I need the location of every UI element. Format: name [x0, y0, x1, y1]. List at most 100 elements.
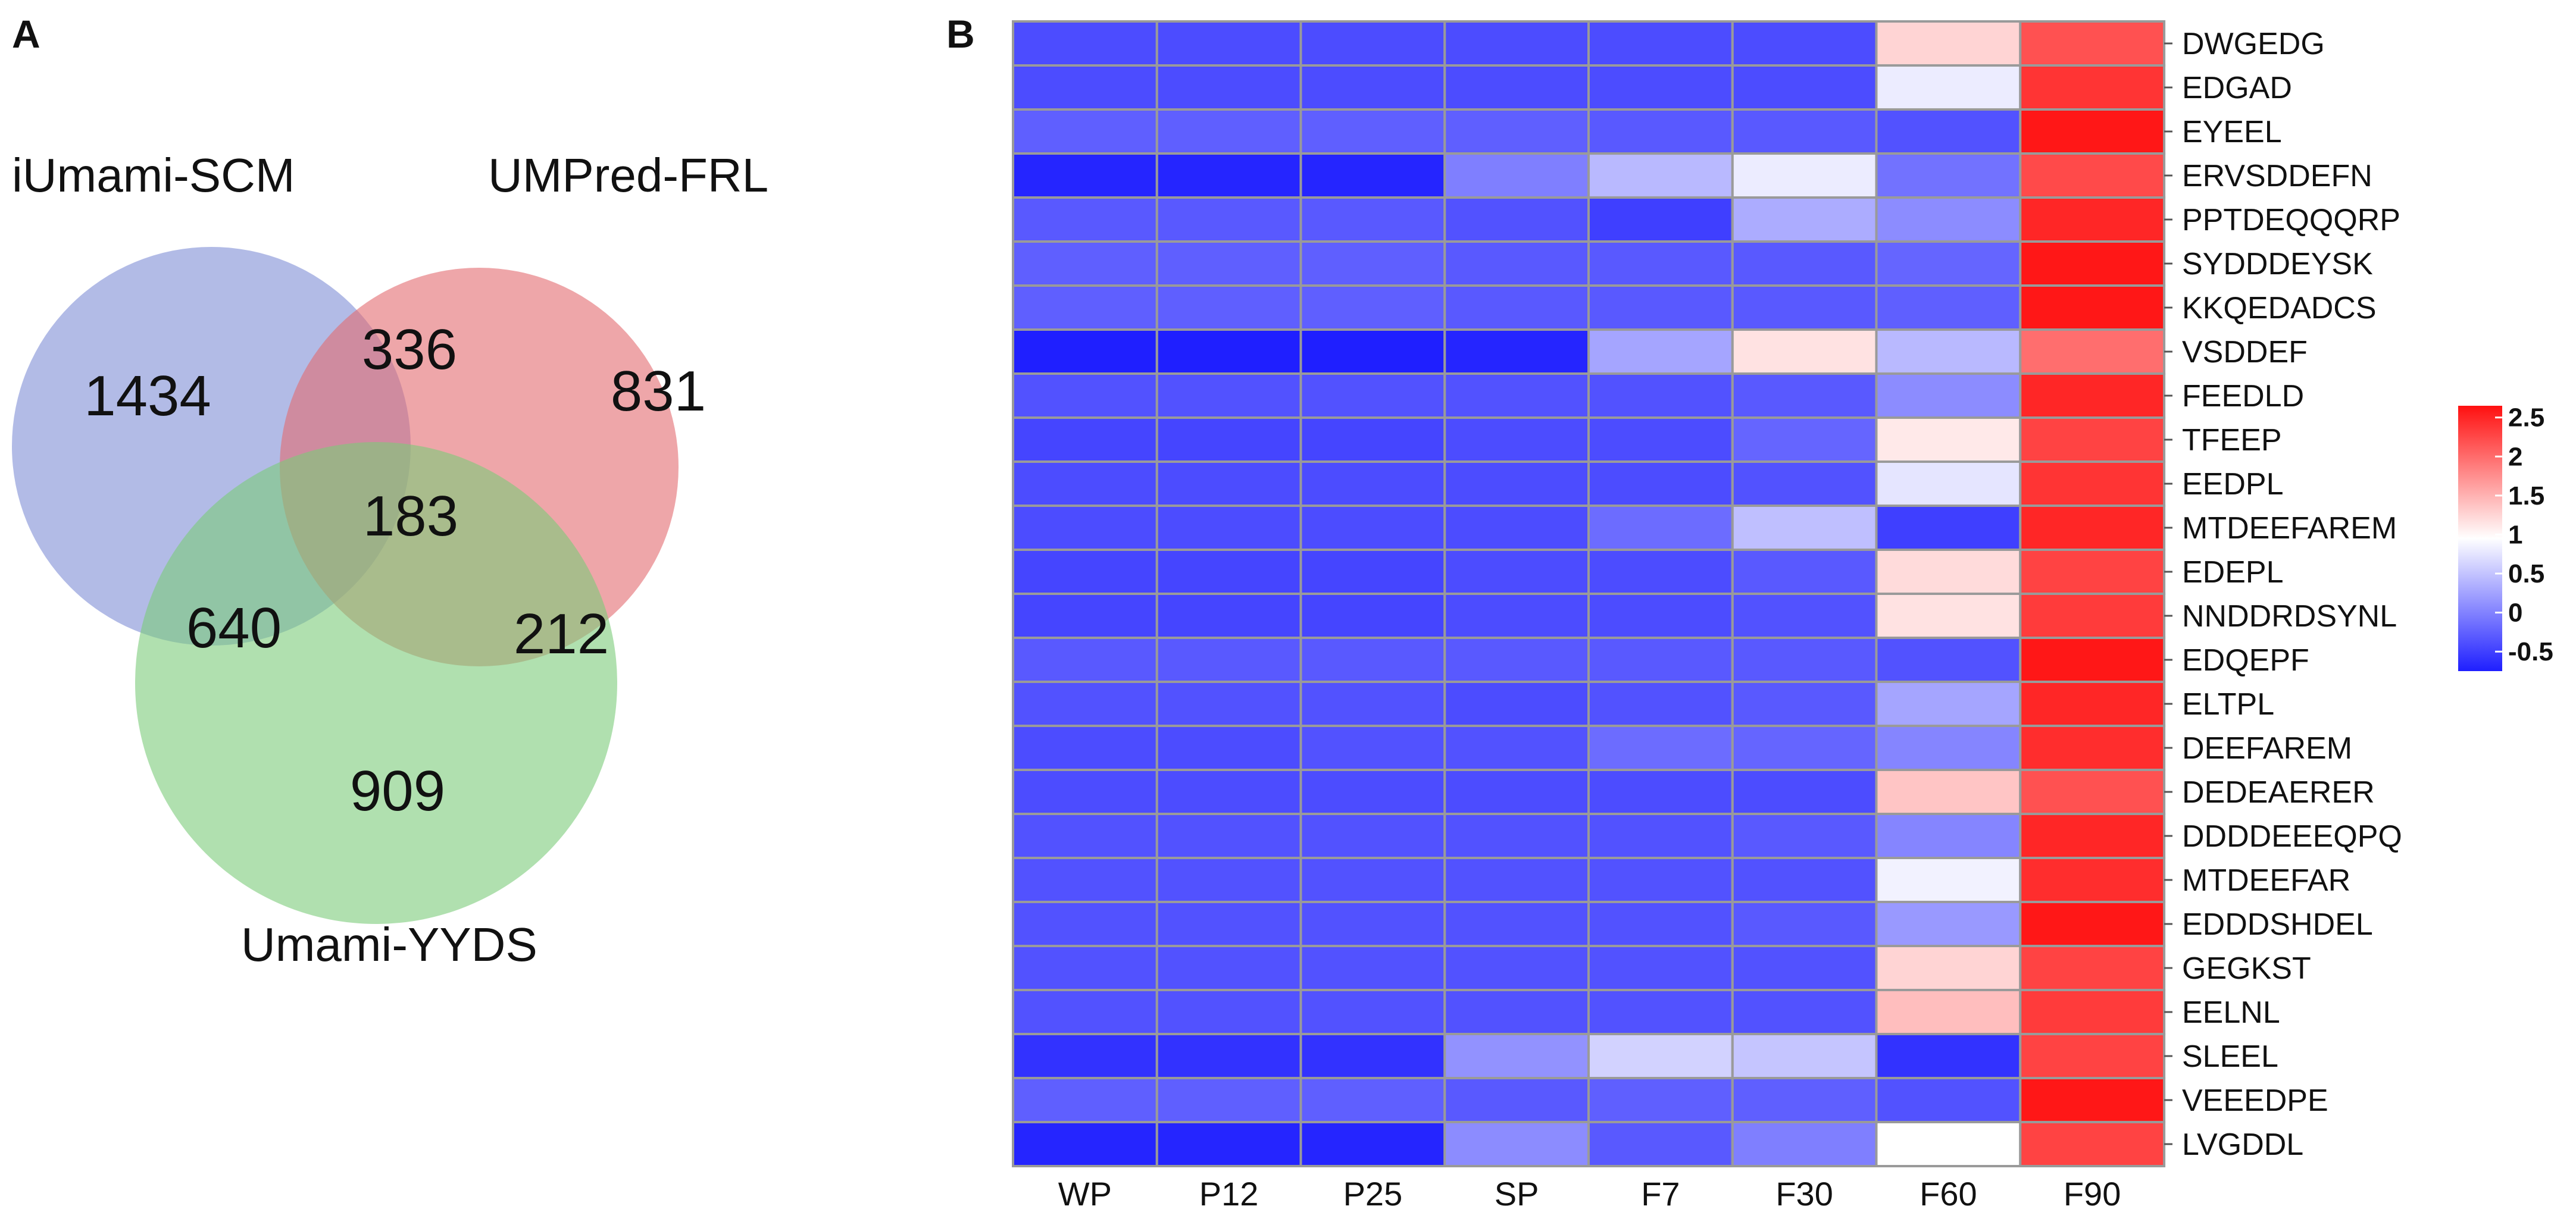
heatmap-cell [1731, 901, 1878, 947]
column-label: F60 [1920, 1175, 1977, 1213]
heatmap-cell [1731, 989, 1878, 1035]
heatmap-cell [2019, 460, 2166, 507]
row-label: EDGAD [2182, 71, 2292, 105]
heatmap-cell [1731, 64, 1878, 111]
heatmap-cell [1155, 813, 1302, 859]
heatmap-cell [1875, 813, 2022, 859]
heatmap-cell [1875, 416, 2022, 463]
heatmap-cell [1587, 1033, 1734, 1079]
heatmap-cell [1731, 549, 1878, 595]
row-label: EELNL [2182, 995, 2280, 1030]
legend-color-bar [2458, 406, 2502, 671]
heatmap-cell [1012, 593, 1158, 639]
heatmap-cell [1299, 681, 1446, 727]
row-label: DWGEDG [2182, 27, 2325, 61]
heatmap-cell [1012, 460, 1158, 507]
legend-tick-label: 2 [2508, 442, 2522, 471]
heatmap-cell [1299, 416, 1446, 463]
heatmap-cell [1731, 328, 1878, 375]
heatmap-cell [1731, 725, 1878, 771]
heatmap-cell [1155, 1121, 1302, 1167]
heatmap-cell [1155, 416, 1302, 463]
heatmap-cell [1155, 108, 1302, 155]
heatmap-cell [1443, 328, 1590, 375]
heatmap-cell [1587, 240, 1734, 287]
heatmap-cell [2019, 196, 2166, 243]
heatmap-cell [1875, 20, 2022, 67]
legend-tick-label: -0.5 [2508, 637, 2553, 666]
heatmap-cell [1875, 725, 2022, 771]
heatmap-cell [1155, 593, 1302, 639]
heatmap-cell [1012, 945, 1158, 991]
heatmap-cell [1443, 416, 1590, 463]
heatmap-cell [1443, 240, 1590, 287]
heatmap-cell [1299, 857, 1446, 903]
heatmap-cell [1155, 152, 1302, 199]
heatmap-cell [1875, 593, 2022, 639]
heatmap-cell [1731, 681, 1878, 727]
heatmap-cell [1587, 284, 1734, 331]
heatmap-cell [2019, 681, 2166, 727]
heatmap-cell [1731, 416, 1878, 463]
heatmap-cell [1155, 857, 1302, 903]
heatmap-cell [1012, 1033, 1158, 1079]
row-label: EDDDSHDEL [2182, 907, 2373, 942]
heatmap-cell [1012, 549, 1158, 595]
heatmap-cell [1731, 152, 1878, 199]
heatmap-cell [1299, 240, 1446, 287]
heatmap-cell [2019, 64, 2166, 111]
heatmap-cell [1443, 725, 1590, 771]
heatmap-cell [1587, 901, 1734, 947]
row-label: VEEEDPE [2182, 1083, 2328, 1118]
venn-circle-umami-yyds [135, 442, 617, 924]
heatmap-cell [1155, 505, 1302, 551]
heatmap-cell [2019, 416, 2166, 463]
heatmap-cell [1587, 813, 1734, 859]
heatmap-cell [2019, 1121, 2166, 1167]
legend-tick-label: 0 [2508, 599, 2522, 628]
heatmap-cell [2019, 813, 2166, 859]
heatmap-cell [1875, 284, 2022, 331]
heatmap-cell [1443, 20, 1590, 67]
heatmap-cell [1443, 813, 1590, 859]
heatmap-cell [1012, 725, 1158, 771]
heatmap-cell [1299, 196, 1446, 243]
legend-tick-label: 0.5 [2508, 559, 2544, 588]
row-label: KKQEDADCS [2182, 291, 2377, 325]
heatmap-cell [1299, 637, 1446, 683]
heatmap-cell [1012, 416, 1158, 463]
heatmap-cell [2019, 901, 2166, 947]
heatmap-cell [1299, 1033, 1446, 1079]
heatmap-cell [1012, 372, 1158, 419]
heatmap-column-labels: WP P12 P25 SP F7 F30 F60 F90 [1058, 1175, 2121, 1213]
heatmap-cell [1299, 64, 1446, 111]
heatmap-cell [1587, 725, 1734, 771]
legend-ticks: 2.5 2 1.5 1 0.5 0 -0.5 [2495, 403, 2553, 666]
heatmap-cell [1443, 549, 1590, 595]
heatmap-cell [2019, 857, 2166, 903]
row-label: VSDDEF [2182, 335, 2308, 369]
heatmap-cell [1443, 681, 1590, 727]
heatmap-cell [1155, 284, 1302, 331]
heatmap-cell [1155, 725, 1302, 771]
heatmap-cell [1731, 1077, 1878, 1123]
heatmap-cell [1155, 945, 1302, 991]
color-legend: 2.5 2 1.5 1 0.5 0 -0.5 [2458, 403, 2553, 671]
heatmap-cell [2019, 1077, 2166, 1123]
heatmap-cell [1731, 769, 1878, 815]
heatmap-cell [1155, 549, 1302, 595]
heatmap-cell [1299, 328, 1446, 375]
heatmap-cells [1012, 20, 2166, 1167]
row-label: SLEEL [2182, 1039, 2278, 1074]
heatmap-cell [1012, 240, 1158, 287]
heatmap-cell [1155, 1077, 1302, 1123]
heatmap-cell [1012, 1121, 1158, 1167]
heatmap-cell [1299, 505, 1446, 551]
heatmap-cell [1731, 857, 1878, 903]
heatmap-cell [1587, 681, 1734, 727]
heatmap-cell [2019, 945, 2166, 991]
heatmap-cell [1731, 240, 1878, 287]
heatmap-cell [1731, 813, 1878, 859]
heatmap-cell [1875, 372, 2022, 419]
